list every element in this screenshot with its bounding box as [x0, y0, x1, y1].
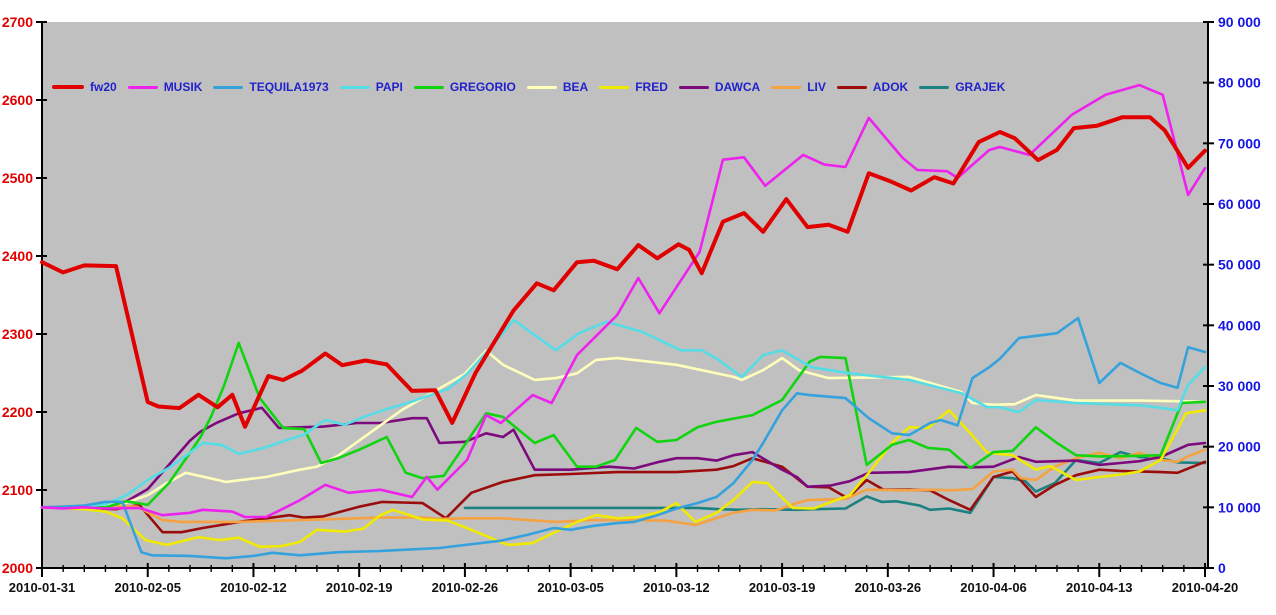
legend-label-papi: PAPI [375, 80, 403, 94]
x-axis-tick-label: 2010-03-26 [855, 580, 922, 595]
right-axis-tick-label: 80 000 [1218, 75, 1261, 91]
series-line-musik [40, 83, 1207, 519]
x-axis-tick-label: 2010-02-26 [432, 580, 499, 595]
legend-swatch-dawca-icon [678, 85, 709, 89]
legend-label-fred: FRED [635, 80, 668, 94]
legend-item-liv: LIV [771, 80, 826, 94]
legend-item-papi: PAPI [339, 80, 403, 94]
legend-label-dawca: DAWCA [714, 80, 761, 94]
x-axis-tick-label: 2010-02-12 [220, 580, 287, 595]
series-line-gregorio [40, 341, 1207, 509]
legend-label-liv: LIV [807, 80, 826, 94]
legend-swatch-musik-icon [127, 85, 158, 89]
right-axis-tick-label: 30 000 [1218, 378, 1261, 394]
legend-item-bea: BEA [526, 80, 589, 94]
series-line-fred [40, 408, 1207, 549]
legend-label-adok: ADOK [872, 80, 909, 94]
series-line-dawca [40, 406, 1207, 509]
legend-swatch-adok-icon [836, 85, 867, 89]
x-axis-tick-label: 2010-03-05 [537, 580, 604, 595]
right-axis-tick-label: 70 000 [1218, 135, 1261, 151]
legend-label-musik: MUSIK [163, 80, 203, 94]
x-axis-tick-label: 2010-01-31 [9, 580, 76, 595]
legend-item-musik: MUSIK [127, 80, 203, 94]
legend-item-tequila1973: TEQUILA1973 [213, 80, 329, 94]
legend-label-gregorio: GREGORIO [449, 80, 516, 94]
legend-swatch-gregorio-icon [413, 85, 444, 89]
chart-legend: fw20 MUSIK TEQUILA1973 PAPI GREGORIO BEA FRED D… [52, 80, 1005, 94]
legend-label-bea: BEA [562, 80, 589, 94]
legend-item-fred: FRED [599, 80, 668, 94]
x-axis-tick-label: 2010-04-13 [1066, 580, 1133, 595]
legend-label-grajek: GRAJEK [955, 80, 1006, 94]
legend-swatch-liv-icon [771, 85, 802, 89]
legend-item-dawca: DAWCA [678, 80, 761, 94]
left-axis-tick-label: 2700 [2, 14, 33, 30]
series-line-liv [40, 448, 1207, 527]
right-axis-tick-label: 40 000 [1218, 317, 1261, 333]
legend-swatch-fred-icon [599, 85, 630, 89]
right-axis-tick-label: 90 000 [1218, 14, 1261, 30]
x-axis-tick-label: 2010-04-20 [1172, 580, 1239, 595]
legend-swatch-fw20-icon [52, 85, 84, 89]
left-axis-tick-label: 2400 [2, 248, 33, 264]
legend-item-grajek: GRAJEK [919, 80, 1005, 94]
series-line-tequila1973 [40, 316, 1207, 560]
legend-label-fw20: fw20 [90, 80, 117, 94]
legend-swatch-bea-icon [526, 85, 557, 89]
series-line-papi [40, 318, 1207, 509]
x-axis-tick-label: 2010-02-19 [326, 580, 393, 595]
right-axis-tick-label: 10 000 [1218, 499, 1261, 515]
right-axis-tick-label: 60 000 [1218, 196, 1261, 212]
left-axis-tick-label: 2100 [2, 482, 33, 498]
legend-item-adok: ADOK [836, 80, 909, 94]
plot-background [42, 22, 1208, 568]
left-axis-tick-label: 2300 [2, 326, 33, 342]
series-line-grajek [463, 450, 1207, 515]
right-axis-tick-label: 20 000 [1218, 439, 1261, 455]
x-axis-tick-label: 2010-03-12 [643, 580, 710, 595]
left-axis-tick-label: 2000 [2, 560, 33, 576]
legend-item-fw20: fw20 [52, 80, 117, 94]
legend-item-gregorio: GREGORIO [413, 80, 516, 94]
right-axis-tick-label: 50 000 [1218, 257, 1261, 273]
left-axis-tick-label: 2200 [2, 404, 33, 420]
left-axis-tick-label: 2600 [2, 92, 33, 108]
series-line-fw20 [40, 115, 1207, 429]
legend-swatch-grajek-icon [919, 85, 950, 89]
right-axis-tick-label: 0 [1218, 560, 1226, 576]
legend-swatch-papi-icon [339, 85, 370, 89]
legend-swatch-tequila1973-icon [213, 85, 244, 89]
x-axis-tick-label: 2010-04-06 [960, 580, 1027, 595]
legend-label-tequila1973: TEQUILA1973 [249, 80, 329, 94]
series-line-bea [40, 349, 1207, 509]
x-axis-tick-label: 2010-03-19 [749, 580, 816, 595]
left-axis-tick-label: 2500 [2, 170, 33, 186]
x-axis-tick-label: 2010-02-05 [114, 580, 181, 595]
